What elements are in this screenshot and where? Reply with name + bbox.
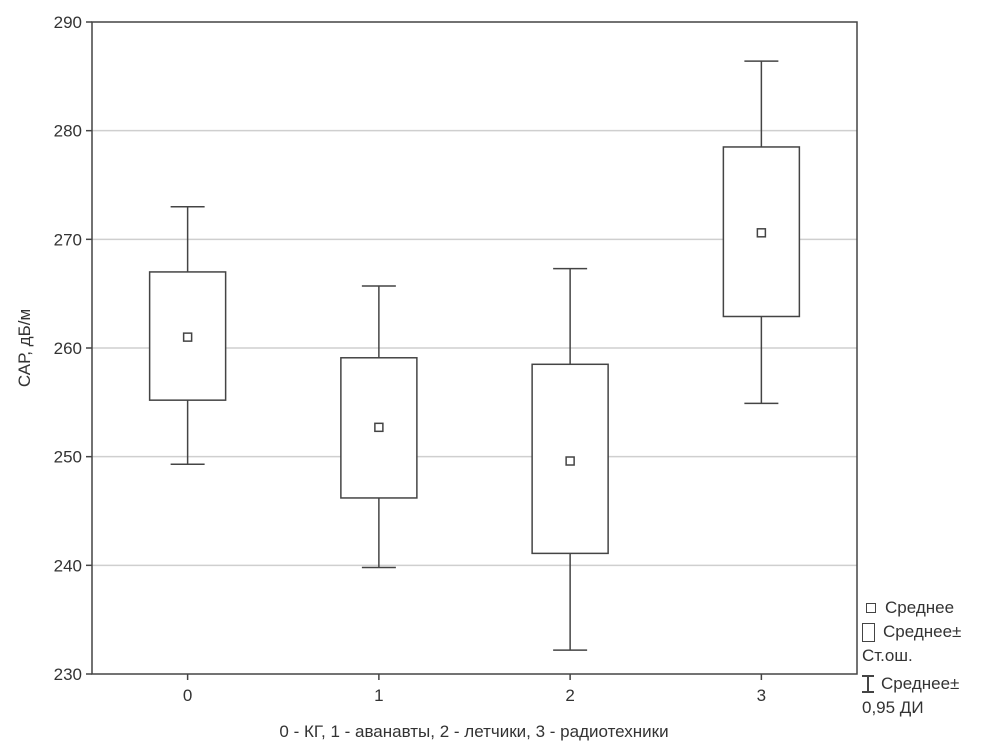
legend-se: Среднее± xyxy=(862,620,1002,644)
mean-marker xyxy=(374,422,384,433)
mean-marker xyxy=(182,332,193,342)
y-tick-label: 270 xyxy=(54,230,82,249)
x-axis: 0 1 2 3 xyxy=(183,674,766,705)
whisker-marker-icon xyxy=(862,675,874,693)
y-tick-label: 260 xyxy=(54,339,82,358)
y-axis: 230 240 250 260 270 280 290 xyxy=(54,13,92,684)
group-2 xyxy=(531,267,609,651)
legend: Среднее Среднее± Ст.ош. Среднее± 0,95 ДИ xyxy=(862,596,1002,724)
box-groups xyxy=(148,60,801,651)
group-3 xyxy=(722,60,801,405)
box-marker-icon xyxy=(862,622,875,642)
x-tick-label: 2 xyxy=(565,686,574,705)
y-tick-label: 250 xyxy=(54,448,82,467)
y-tick-label: 230 xyxy=(54,665,82,684)
x-tick-label: 1 xyxy=(374,686,383,705)
legend-se-label: Среднее± xyxy=(883,622,962,641)
legend-ci: Среднее± xyxy=(862,672,1002,696)
mean-marker xyxy=(565,456,575,466)
group-0 xyxy=(148,205,227,466)
y-axis-title: САР, дБ/м xyxy=(15,309,34,387)
legend-ci-sub: 0,95 ДИ xyxy=(862,698,924,717)
legend-ci-label: Среднее± xyxy=(881,674,960,693)
mean-marker-icon xyxy=(866,603,876,613)
legend-mean-label: Среднее xyxy=(885,598,955,617)
y-tick-label: 280 xyxy=(54,122,82,141)
x-axis-title: 0 - КГ, 1 - аванавты, 2 - летчики, 3 - р… xyxy=(279,722,668,741)
legend-se-sub: Ст.ош. xyxy=(862,646,913,665)
x-tick-label: 3 xyxy=(757,686,766,705)
y-tick-label: 290 xyxy=(54,13,82,32)
group-1 xyxy=(340,285,418,569)
mean-marker xyxy=(756,228,767,238)
legend-mean: Среднее xyxy=(862,596,1002,620)
x-tick-label: 0 xyxy=(183,686,192,705)
y-tick-label: 240 xyxy=(54,556,82,575)
